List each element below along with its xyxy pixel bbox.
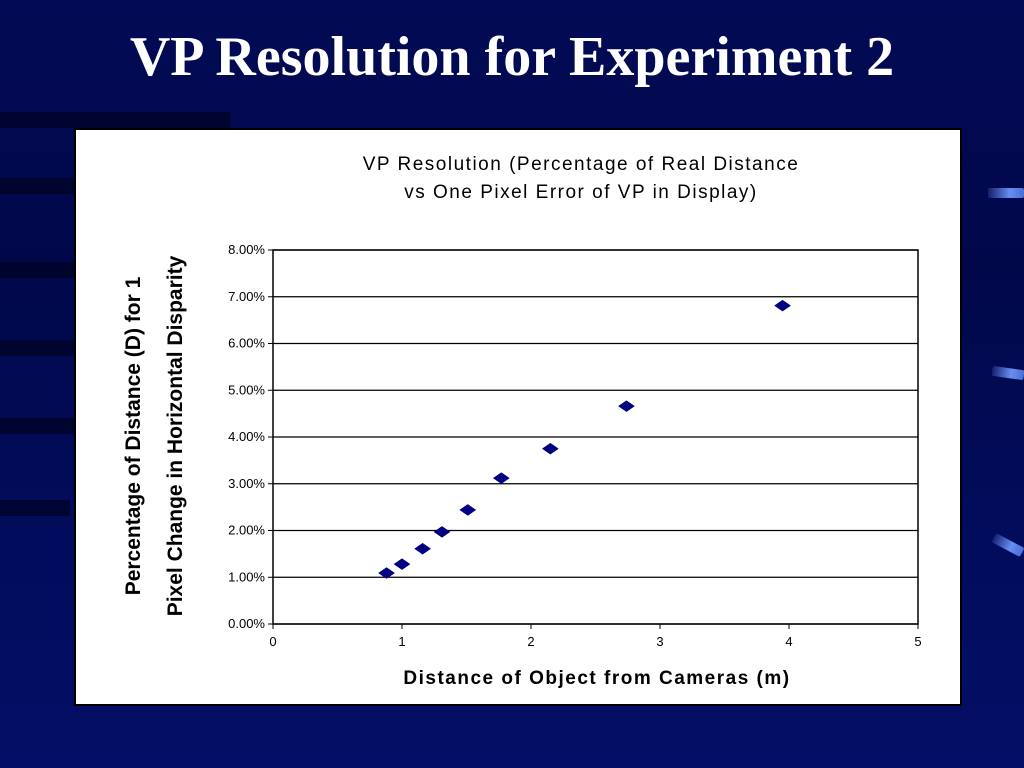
background-stripe <box>0 112 230 128</box>
data-point <box>618 400 635 412</box>
y-tick-label: 3.00% <box>228 476 265 491</box>
x-tick-label: 0 <box>269 634 276 649</box>
data-point <box>774 299 791 312</box>
scatter-chart: VP Resolution (Percentage of Real Distan… <box>122 154 922 689</box>
x-tick-label: 3 <box>656 634 663 649</box>
x-tick-label: 1 <box>398 634 405 649</box>
chart-title-line-1: VP Resolution (Percentage of Real Distan… <box>363 154 800 175</box>
y-axis-label-line-2: Pixel Change in Horizontal Disparity <box>164 255 187 616</box>
x-tick-label: 5 <box>914 634 921 649</box>
y-tick-label: 0.00% <box>228 616 265 631</box>
side-accent-bar <box>991 365 1024 381</box>
data-point <box>378 567 395 579</box>
chart-title-line-2: vs One Pixel Error of VP in Display) <box>404 182 758 203</box>
y-axis-label-line-1: Percentage of Distance (D) for 1 <box>122 276 145 595</box>
data-point <box>459 504 477 516</box>
data-point <box>414 542 432 555</box>
background-stripe <box>0 418 80 434</box>
data-point <box>541 442 559 455</box>
y-tick-label: 8.00% <box>228 242 265 257</box>
y-tick-label: 5.00% <box>228 382 265 397</box>
background-stripe <box>0 340 90 356</box>
data-point <box>492 472 510 484</box>
y-tick-label: 1.00% <box>228 569 265 584</box>
slide-title: VP Resolution for Experiment 2 <box>129 26 895 88</box>
y-tick-label: 6.00% <box>228 336 265 351</box>
data-point <box>393 558 411 570</box>
y-tick-label: 4.00% <box>228 429 265 444</box>
data-point <box>433 526 451 538</box>
x-axis-label: Distance of Object from Cameras (m) <box>403 668 790 689</box>
x-tick-label: 4 <box>785 634 792 649</box>
y-tick-label: 2.00% <box>228 523 265 538</box>
y-tick-label: 7.00% <box>228 289 265 304</box>
side-accent-bar <box>991 533 1024 557</box>
background-stripe <box>0 500 70 516</box>
x-tick-label: 2 <box>527 634 534 649</box>
chart-panel: VP Resolution (Percentage of Real Distan… <box>74 128 962 706</box>
side-accent-bar <box>988 188 1024 198</box>
